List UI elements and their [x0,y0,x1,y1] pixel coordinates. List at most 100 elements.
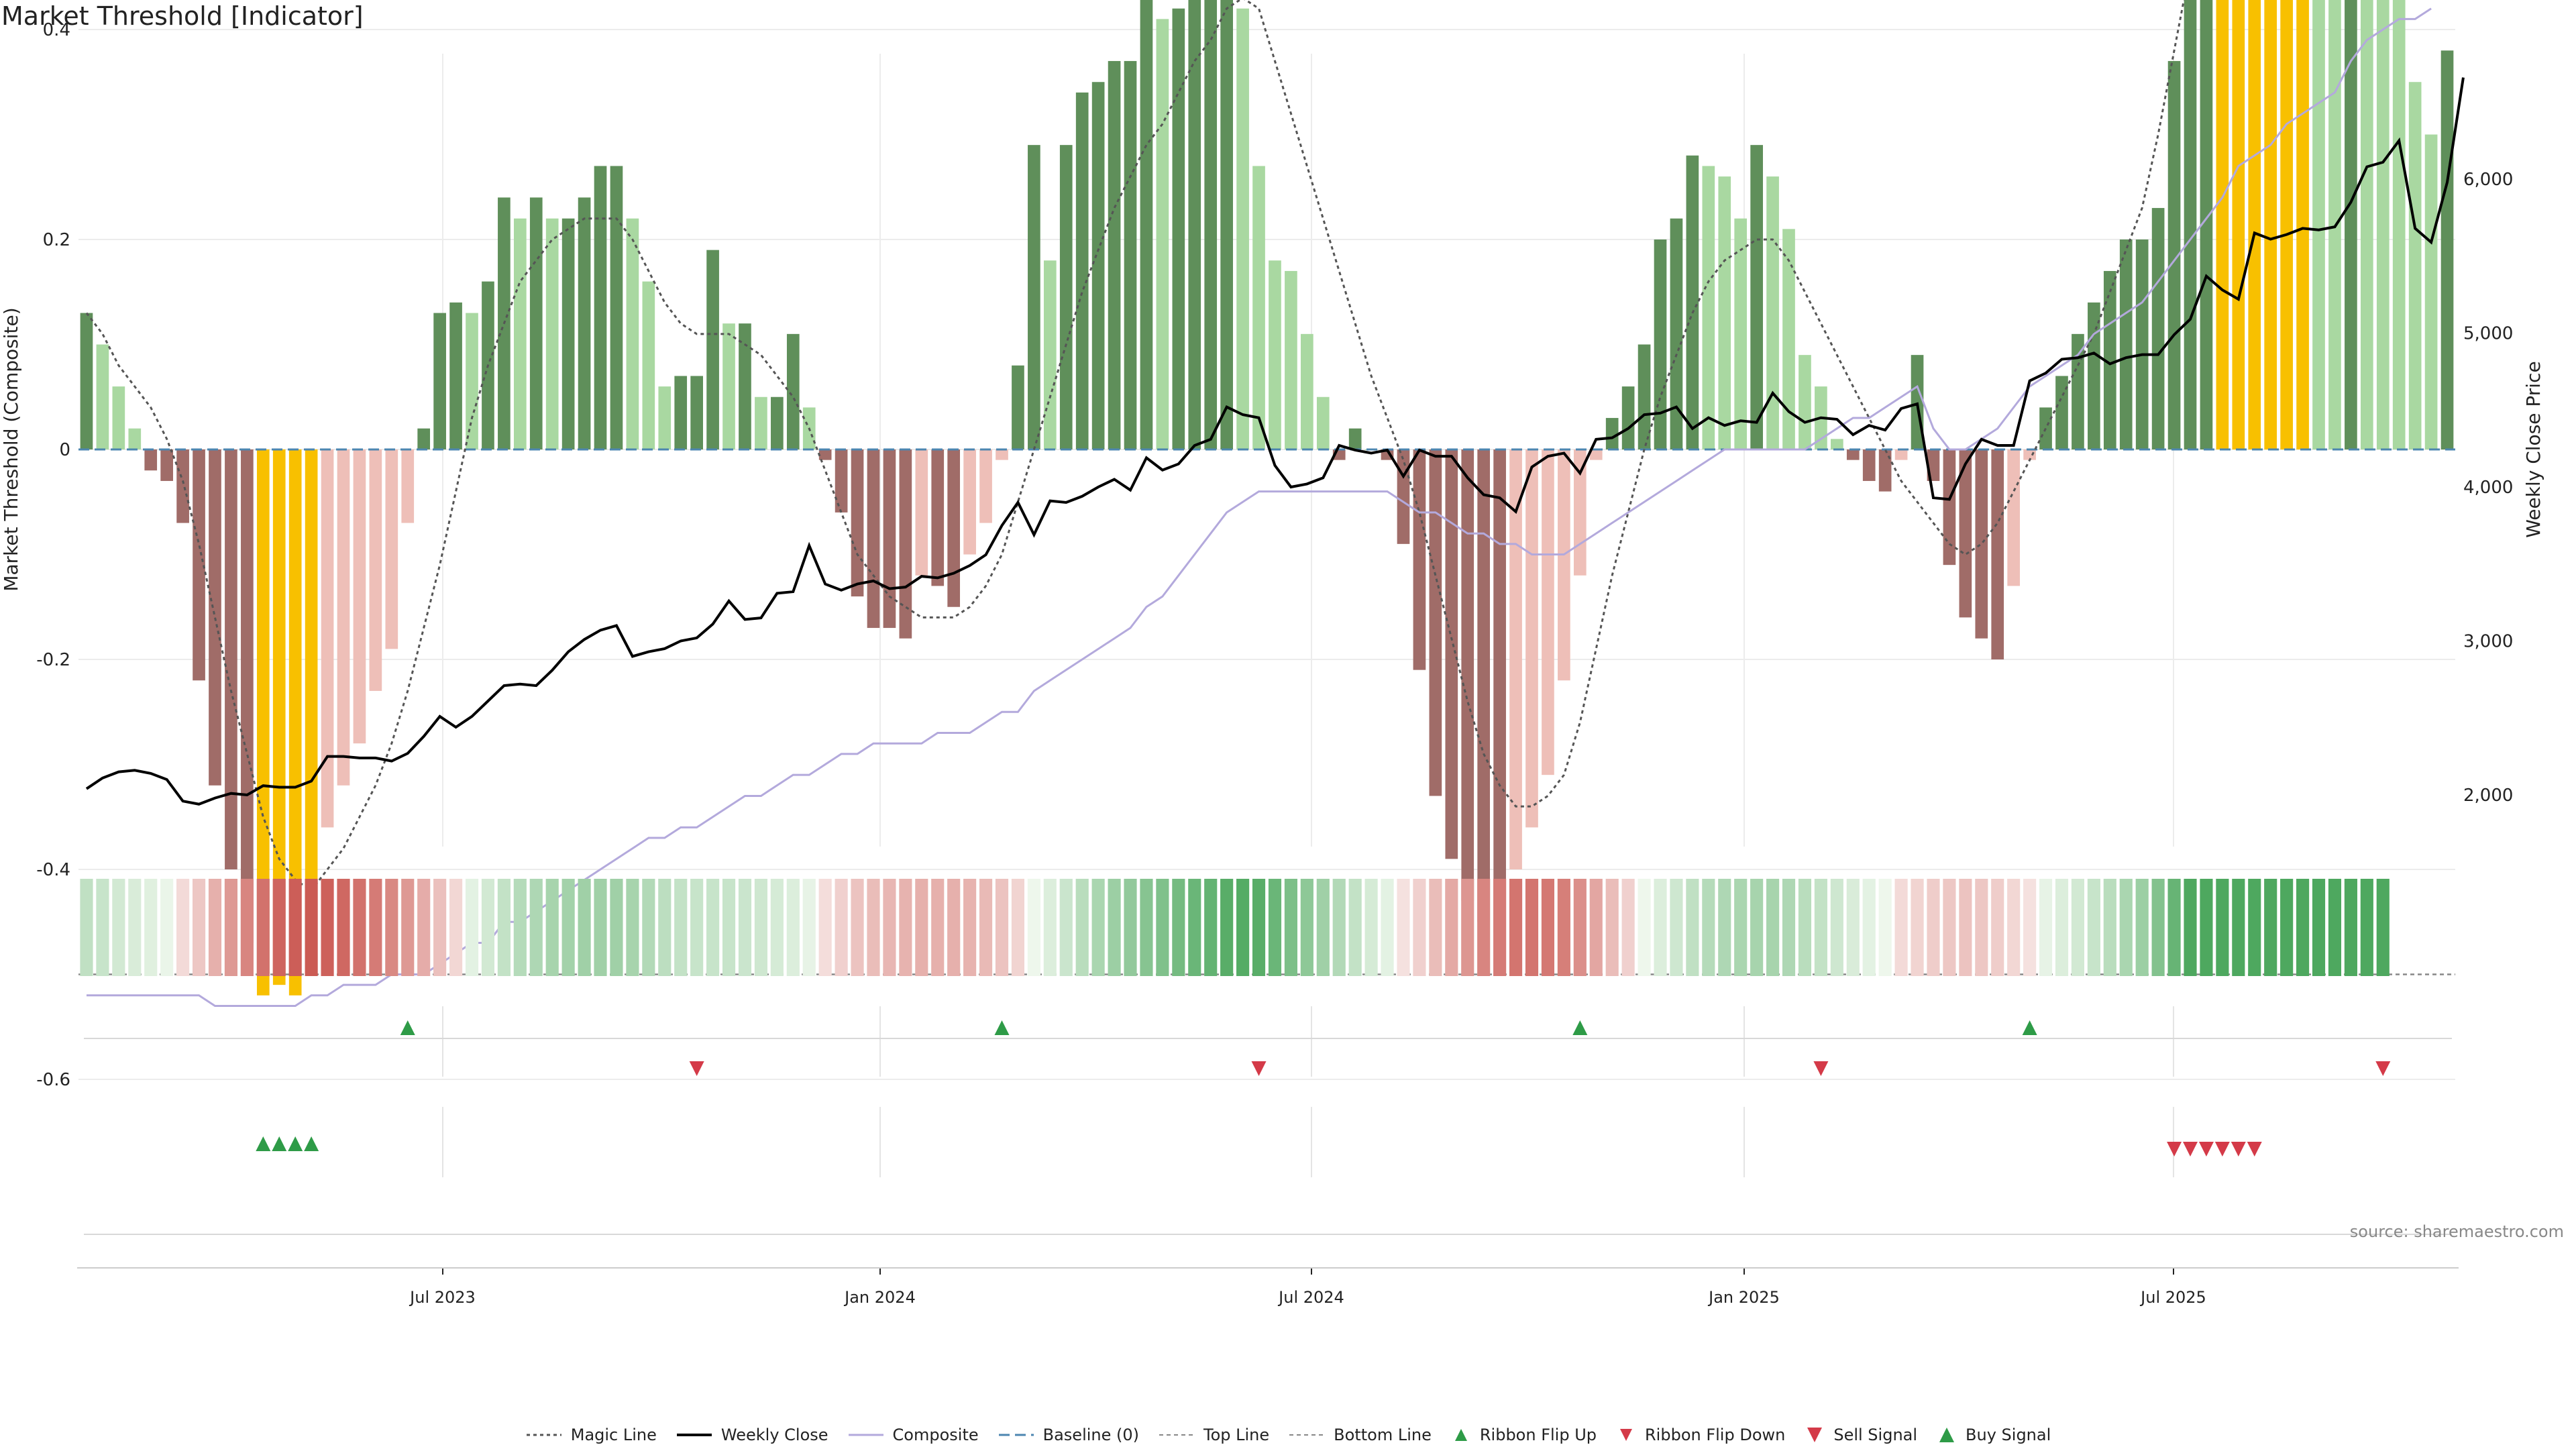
ribbon-cell [706,879,720,976]
composite-bar [144,449,158,471]
composite-bar [2007,449,2021,586]
ribbon-cell [594,879,607,976]
composite-bar [2345,0,2357,449]
ribbon-cell [626,879,639,976]
composite-bar [2232,0,2245,449]
composite-bar [771,396,784,449]
composite-bar [1702,166,1715,449]
ribbon-cell [1477,879,1491,976]
legend-item: Weekly Close [676,1426,828,1444]
ribbon-cell [1252,879,1266,976]
ribbon-cell [1188,879,1201,976]
composite-bar [1799,355,1811,449]
composite-bar [1975,449,1988,639]
ribbon-cell [2232,879,2245,976]
composite-bar [867,449,880,629]
legend-label: Buy Signal [1966,1426,2051,1444]
composite-bar [2119,239,2133,449]
ribbon-cell [1830,879,1843,976]
ribbon-cell [256,879,270,976]
ribbon-cell [128,879,142,976]
ribbon-cell [2135,879,2149,976]
ribbon-cell [1059,879,1073,976]
composite-bar [1621,386,1635,449]
composite-bar [256,449,270,996]
composite-bar [353,449,366,744]
ribbon-cell [1975,879,1988,976]
composite-bar [1991,449,2004,659]
composite-bar [1445,449,1458,859]
ribbon-cell [1043,879,1057,976]
buy-signal-marker [288,1136,303,1151]
composite-bar [337,449,350,786]
composite-bar [931,449,945,586]
ribbon-flip-up-marker [2022,1020,2037,1035]
ribbon-cell [915,879,928,976]
ribbon-cell [883,879,896,976]
composite-bar [818,449,832,460]
legend-item: Top Line [1158,1426,1269,1444]
ribbon-cell [144,879,158,976]
ribbon-cell [529,879,543,976]
y-tick-label: 0 [59,440,70,460]
buy-signal-marker [304,1136,319,1151]
composite-bar [739,323,751,449]
composite-bar [642,281,655,449]
composite-bar [369,449,382,691]
ribbon-cell [770,879,784,976]
ribbon-cell [867,879,880,976]
sell-signal-marker [2231,1142,2246,1157]
composite-bar [2055,376,2068,449]
composite-bar [529,197,543,449]
composite-bar [1782,229,1795,449]
ribbon-cell [2071,879,2085,976]
ribbon-cell [2264,879,2277,976]
ribbon-cell [1413,879,1426,976]
ribbon-cell [1589,879,1603,976]
composite-bar [1589,449,1603,460]
ribbon-cell [2312,879,2326,976]
y2-tick-label: 2,000 [2463,786,2513,806]
composite-bar [1542,449,1554,775]
composite-bar [1509,449,1522,869]
x-tick-label: Jul 2023 [409,1288,476,1307]
ribbon-cell [1268,879,1282,976]
ribbon-cell [1108,879,1121,976]
legend: Magic Line Weekly Close Composite Baseline … [0,1426,2576,1444]
composite-bar [1686,155,1699,450]
ribbon-cell [1220,879,1234,976]
composite-bar [1959,449,1972,618]
ribbon-cell [1493,879,1507,976]
legend-label: Baseline (0) [1042,1426,1140,1444]
ribbon-cell [1509,879,1523,976]
ribbon-flip-up-marker [994,1020,1010,1035]
ribbon-cell [1605,879,1619,976]
composite-bar [835,449,848,513]
composite-bar [2408,82,2422,449]
composite-bar [1012,365,1024,449]
ribbon-cell [2119,879,2133,976]
ribbon-flip-up-marker [1572,1020,1588,1035]
ribbon-cell [1429,879,1442,976]
legend-swatch [1939,1428,1955,1442]
composite-bar [1573,449,1587,576]
composite-bar [1075,92,1089,449]
ribbon-cell [2328,879,2342,976]
ribbon-cell [1959,879,1972,976]
ribbon-cell [947,879,961,976]
source-note: source: sharemaestro.com [2349,1222,2564,1241]
composite-bar [1429,449,1442,796]
legend-item: Magic Line [525,1426,657,1444]
ribbon-cell [1397,879,1410,976]
composite-bar [626,218,639,449]
composite-bar [209,449,221,786]
ribbon-cell [979,879,993,976]
y-tick-label: -0.2 [36,650,70,670]
sell-signal-marker [2198,1142,2214,1157]
composite-bar [883,449,896,629]
series-lines [78,0,2465,1007]
composite-bar [2376,0,2390,450]
composite-bar [1156,19,1169,450]
ribbon-cell [80,879,93,976]
